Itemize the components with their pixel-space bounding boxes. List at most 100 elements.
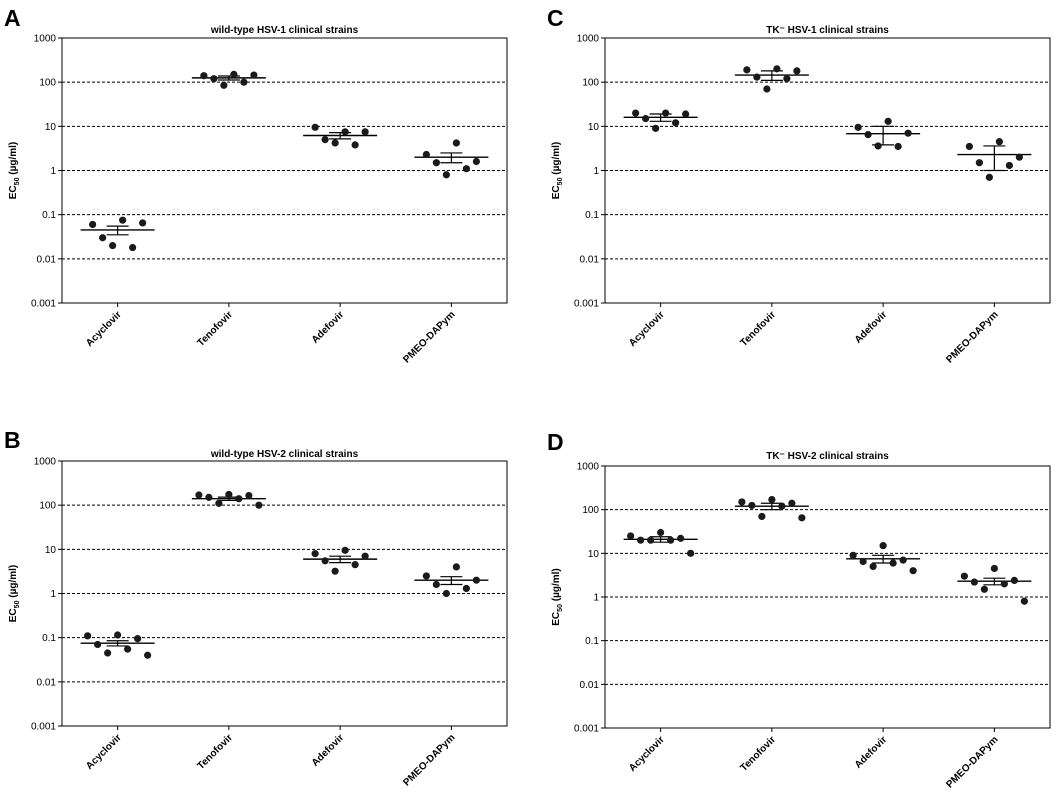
data-point <box>240 78 248 86</box>
panel-letter: C <box>547 5 564 31</box>
data-point <box>94 640 102 649</box>
y-tick-label: 0.1 <box>42 633 56 644</box>
data-point <box>361 128 369 136</box>
data-point <box>1015 153 1023 161</box>
data-point <box>647 536 655 544</box>
x-tick-label: Acyclovir <box>627 309 667 349</box>
y-tick-label: 1 <box>50 589 56 600</box>
data-point <box>119 216 127 224</box>
data-point <box>230 70 238 78</box>
x-tick-label: Adefovir <box>310 309 347 346</box>
data-point <box>682 110 690 118</box>
y-tick-label: 10 <box>588 549 600 560</box>
data-point <box>980 585 988 593</box>
y-tick-label: 0.001 <box>574 299 599 310</box>
y-tick-label: 0.01 <box>580 680 600 691</box>
data-point <box>859 557 867 566</box>
y-tick-label: 0.001 <box>31 299 56 310</box>
data-point <box>758 512 766 521</box>
data-point <box>351 141 359 149</box>
y-axis-label: EC50 (µg/ml) <box>551 142 564 199</box>
data-point <box>632 109 640 117</box>
data-point <box>215 499 223 507</box>
y-tick-label: 0.01 <box>580 254 600 265</box>
data-point <box>738 498 746 506</box>
data-point <box>331 567 339 575</box>
data-point <box>311 123 319 131</box>
data-point <box>114 631 122 639</box>
panel-letter: D <box>547 429 564 455</box>
data-point <box>662 109 670 117</box>
x-tick-label: Adefovir <box>310 732 347 769</box>
x-tick-label: Tenofovir <box>196 732 236 772</box>
data-point <box>652 124 660 132</box>
data-point <box>884 117 892 125</box>
y-tick-label: 1000 <box>577 34 600 45</box>
data-point <box>904 129 912 137</box>
data-point <box>743 66 751 74</box>
data-point <box>129 243 137 252</box>
y-tick-label: 100 <box>582 505 599 516</box>
data-point <box>637 536 645 544</box>
data-point <box>975 159 983 167</box>
y-axis-label: EC50 (µg/ml) <box>8 565 21 622</box>
data-point <box>1000 580 1008 588</box>
data-point <box>687 549 695 557</box>
x-tick-label: Tenofovir <box>196 309 236 349</box>
data-point <box>311 550 319 558</box>
data-point <box>642 114 650 123</box>
data-point <box>783 75 791 83</box>
data-point <box>627 532 635 540</box>
data-point <box>245 491 253 500</box>
y-tick-label: 10 <box>588 122 600 133</box>
data-point <box>351 561 359 569</box>
data-point <box>763 85 771 93</box>
data-point <box>854 123 862 131</box>
panel-title: wild-type HSV-2 clinical strains <box>210 449 359 460</box>
data-point <box>748 501 756 510</box>
y-tick-label: 1000 <box>577 462 600 473</box>
data-point <box>879 542 887 550</box>
data-point <box>250 71 258 79</box>
data-point <box>985 173 993 181</box>
x-tick-label: Acyclovir <box>84 309 124 349</box>
data-point <box>798 514 806 522</box>
data-point <box>894 142 902 151</box>
data-point <box>472 157 480 166</box>
data-point <box>124 645 132 653</box>
data-point <box>104 649 112 657</box>
data-point <box>452 139 460 147</box>
data-point <box>995 138 1003 146</box>
data-point <box>778 502 786 510</box>
y-tick-label: 10 <box>45 122 57 133</box>
data-point <box>970 578 978 586</box>
x-tick-label: Tenofovir <box>739 734 779 774</box>
data-point <box>321 136 329 144</box>
y-tick-label: 0.01 <box>37 677 57 688</box>
x-tick-label: PMEO-DAPym <box>401 309 457 365</box>
data-point <box>874 142 882 150</box>
data-point <box>321 557 329 565</box>
data-point <box>341 546 349 554</box>
panel-title: wild-type HSV-1 clinical strains <box>210 25 359 36</box>
y-tick-label: 1 <box>50 166 56 177</box>
y-tick-label: 1000 <box>34 457 57 468</box>
x-tick-label: PMEO-DAPym <box>944 309 1000 365</box>
data-point <box>235 495 243 503</box>
data-point <box>422 150 430 159</box>
data-point <box>109 241 117 250</box>
panel-c: C TK⁻ HSV-1 clinical strains 0.001 0.01 0.1 1… <box>547 5 1051 365</box>
data-point <box>195 491 203 499</box>
data-point <box>205 493 213 501</box>
data-point <box>220 81 228 89</box>
data-point <box>909 567 917 575</box>
data-point <box>965 142 973 151</box>
y-tick-label: 1000 <box>34 34 57 45</box>
data-point <box>753 73 761 81</box>
data-point <box>899 556 907 564</box>
x-tick-label: Acyclovir <box>84 732 124 772</box>
y-tick-label: 0.01 <box>37 254 57 265</box>
data-point <box>889 559 897 567</box>
